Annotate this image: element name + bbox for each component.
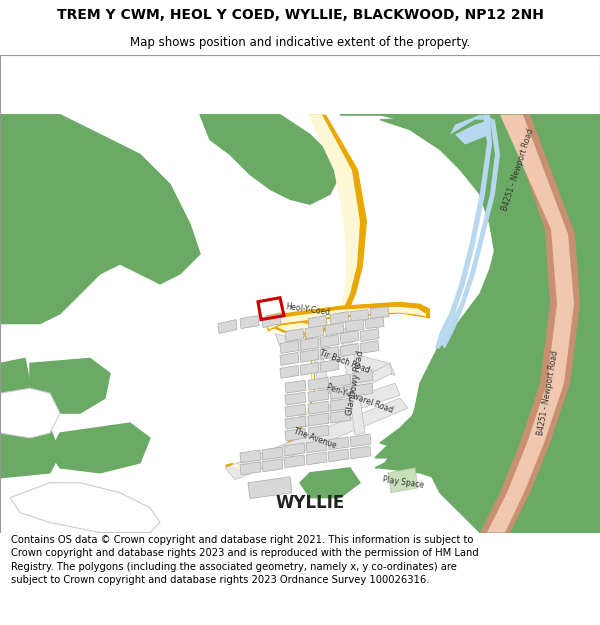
Polygon shape	[300, 383, 400, 427]
Polygon shape	[280, 341, 299, 354]
Polygon shape	[270, 115, 360, 332]
Polygon shape	[350, 309, 369, 322]
Polygon shape	[262, 459, 283, 472]
Polygon shape	[330, 312, 349, 324]
Polygon shape	[380, 468, 600, 532]
Polygon shape	[352, 383, 373, 396]
Polygon shape	[265, 115, 367, 334]
Polygon shape	[300, 349, 319, 362]
Polygon shape	[285, 416, 306, 429]
Text: Contains OS data © Crown copyright and database right 2021. This information is : Contains OS data © Crown copyright and d…	[11, 535, 479, 585]
Text: B4251 - Newport Road: B4251 - Newport Road	[500, 127, 536, 212]
Polygon shape	[0, 358, 30, 413]
Polygon shape	[0, 428, 60, 478]
Polygon shape	[320, 346, 339, 359]
Polygon shape	[365, 317, 384, 329]
Polygon shape	[10, 482, 160, 532]
Text: TREM Y CWM, HEOL Y COED, WYLLIE, BLACKWOOD, NP12 2NH: TREM Y CWM, HEOL Y COED, WYLLIE, BLACKWO…	[56, 8, 544, 22]
Polygon shape	[240, 462, 261, 475]
Polygon shape	[280, 366, 299, 378]
Polygon shape	[320, 359, 339, 372]
Text: The Avenue: The Avenue	[292, 426, 338, 450]
Polygon shape	[330, 398, 351, 411]
Polygon shape	[225, 398, 408, 480]
Polygon shape	[330, 410, 351, 423]
Polygon shape	[300, 362, 319, 376]
Polygon shape	[308, 316, 327, 329]
Polygon shape	[480, 115, 580, 532]
Polygon shape	[240, 450, 261, 463]
Polygon shape	[455, 119, 490, 144]
Polygon shape	[330, 363, 392, 403]
Polygon shape	[218, 319, 237, 334]
Polygon shape	[308, 413, 329, 426]
Polygon shape	[300, 468, 360, 498]
Polygon shape	[267, 307, 426, 329]
Polygon shape	[330, 374, 351, 388]
Text: Pen-Y-Cwarel Road: Pen-Y-Cwarel Road	[326, 382, 394, 414]
Polygon shape	[340, 331, 359, 344]
Text: Tir Bach Road: Tir Bach Road	[319, 348, 371, 374]
Polygon shape	[200, 115, 340, 204]
Polygon shape	[345, 319, 364, 331]
Polygon shape	[265, 302, 430, 331]
Text: Play Space: Play Space	[382, 476, 424, 490]
Polygon shape	[240, 316, 259, 329]
Polygon shape	[0, 388, 60, 438]
Polygon shape	[360, 329, 379, 341]
Polygon shape	[285, 428, 306, 441]
Polygon shape	[340, 329, 365, 435]
Polygon shape	[330, 386, 351, 399]
Polygon shape	[487, 115, 574, 532]
Polygon shape	[328, 449, 349, 462]
Polygon shape	[440, 115, 500, 349]
Polygon shape	[308, 401, 329, 414]
Polygon shape	[30, 358, 110, 413]
Polygon shape	[225, 334, 315, 475]
Polygon shape	[285, 380, 306, 393]
Polygon shape	[370, 307, 389, 319]
Polygon shape	[305, 326, 324, 339]
Polygon shape	[306, 452, 327, 465]
Polygon shape	[50, 423, 150, 472]
Polygon shape	[352, 371, 373, 383]
Polygon shape	[308, 389, 329, 402]
Polygon shape	[320, 334, 339, 348]
Polygon shape	[325, 322, 344, 336]
Text: Glanhowy Road: Glanhowy Road	[345, 350, 365, 416]
Polygon shape	[308, 425, 329, 438]
Text: B4251 - Newport Road: B4251 - Newport Road	[536, 350, 560, 436]
Polygon shape	[284, 443, 305, 456]
Polygon shape	[262, 447, 283, 460]
Polygon shape	[275, 334, 395, 376]
Polygon shape	[328, 437, 349, 450]
Polygon shape	[262, 314, 281, 328]
Polygon shape	[300, 338, 319, 351]
Polygon shape	[360, 341, 379, 354]
Polygon shape	[310, 339, 330, 395]
Polygon shape	[375, 443, 600, 532]
Polygon shape	[435, 115, 492, 349]
Polygon shape	[308, 378, 329, 390]
Polygon shape	[280, 352, 299, 366]
Polygon shape	[285, 404, 306, 417]
Polygon shape	[306, 440, 327, 453]
Polygon shape	[285, 329, 304, 341]
Text: Heol-Y-Coed: Heol-Y-Coed	[285, 302, 331, 318]
Polygon shape	[340, 344, 359, 356]
Polygon shape	[284, 455, 305, 468]
Text: WYLLIE: WYLLIE	[275, 494, 344, 512]
Polygon shape	[285, 392, 306, 405]
Polygon shape	[232, 334, 314, 471]
Polygon shape	[380, 115, 600, 532]
Polygon shape	[350, 446, 371, 459]
Polygon shape	[388, 468, 418, 492]
Text: Map shows position and indicative extent of the property.: Map shows position and indicative extent…	[130, 36, 470, 49]
Polygon shape	[0, 115, 200, 324]
Polygon shape	[248, 477, 292, 499]
Polygon shape	[350, 434, 371, 447]
Polygon shape	[340, 115, 600, 458]
